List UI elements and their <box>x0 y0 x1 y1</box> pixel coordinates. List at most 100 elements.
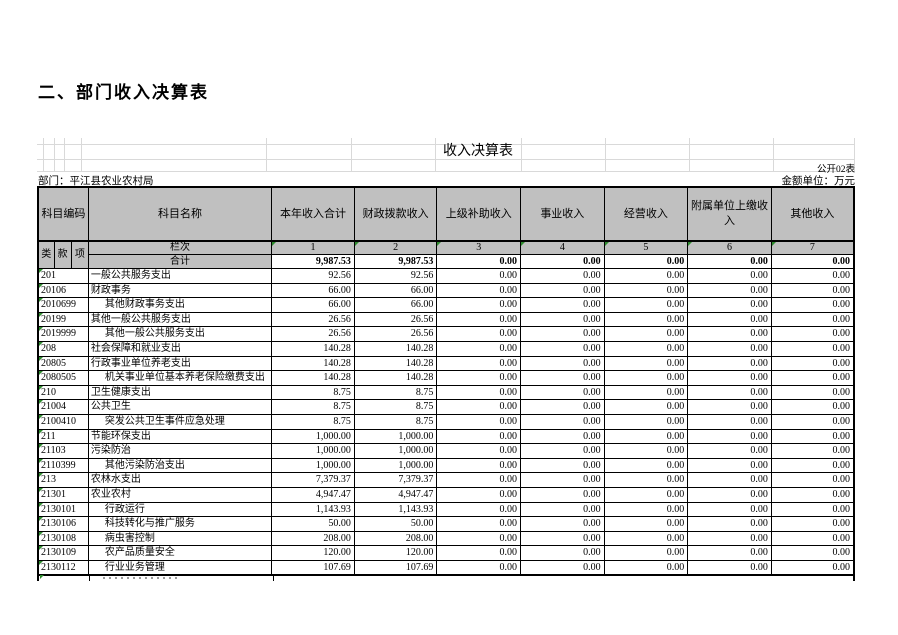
value-cell: 0.00 <box>770 443 855 459</box>
value-cell: 0.00 <box>770 413 855 430</box>
table-row: 2130108 病虫害控制 208.00 208.00 0.00 0.00 0.00 0.00… <box>37 530 855 547</box>
value-cell: 0.00 <box>687 457 772 474</box>
value-cell: 66.00 <box>353 282 438 299</box>
value-cell: 0.00 <box>603 370 689 386</box>
value-cell: 0.00 <box>687 413 772 430</box>
subject-code-cell: 20106 <box>37 282 89 299</box>
value-cell: 0.00 <box>770 399 855 415</box>
subject-code-cell: 2130106 <box>37 516 89 532</box>
table-row: 20805 行政事业单位养老支出 140.28 140.28 0.00 0.00 0.00 0… <box>37 355 855 372</box>
value-cell: 0.00 <box>436 282 522 299</box>
value-cell: 0.00 <box>603 399 689 415</box>
subject-name-cell: 一般公共服务支出 <box>87 268 273 284</box>
lanci-number: 2 <box>353 240 438 255</box>
table-header-row: 科目编码 科目名称 本年收入合计 财政拨款收入 上级补助收入 事业收入 经营收入 附属单位… <box>37 186 855 242</box>
table-code-label: 公开02表 <box>816 165 855 175</box>
value-cell: 0.00 <box>436 428 522 445</box>
value-cell: 0.00 <box>436 530 522 547</box>
value-cell: 1,000.00 <box>271 428 355 445</box>
total-value: 0.00 <box>436 254 522 269</box>
total-value: 0.00 <box>770 254 855 269</box>
value-cell: 0.00 <box>770 340 855 357</box>
table-row: 2130109 农产品质量安全 120.00 120.00 0.00 0.00 0.00 0.… <box>37 545 855 561</box>
value-cell: 0.00 <box>687 340 772 357</box>
subject-code-cell: 210 <box>37 384 89 401</box>
value-cell: 0.00 <box>436 384 522 401</box>
header-subject-name: 科目名称 <box>87 186 273 242</box>
value-cell: 0.00 <box>687 559 772 576</box>
value-cell: 0.00 <box>770 530 855 547</box>
lanci-number: 7 <box>770 240 855 255</box>
value-cell: 0.00 <box>436 457 522 474</box>
header-col-2: 财政拨款收入 <box>353 186 438 242</box>
subject-code-cell: 21103 <box>37 443 89 459</box>
value-cell: 7,379.37 <box>353 472 438 488</box>
value-cell: 66.00 <box>271 282 355 299</box>
clipped-text-fragment <box>103 577 181 579</box>
value-cell: 0.00 <box>770 268 855 284</box>
lanci-number: 4 <box>520 240 605 255</box>
value-cell: 0.00 <box>520 311 605 328</box>
table-row: 21004 公共卫生 8.75 8.75 0.00 0.00 0.00 0.00 0.00 <box>37 399 855 415</box>
subject-name-cell: 农林水支出 <box>87 472 273 488</box>
subject-name-cell: 其他污染防治支出 <box>87 457 273 474</box>
value-cell: 0.00 <box>603 559 689 576</box>
table-row: 2019999 其他一般公共服务支出 26.56 26.56 0.00 0.00 0.00 0… <box>37 326 855 342</box>
value-cell: 0.00 <box>436 268 522 284</box>
subject-code-cell: 2110399 <box>37 457 89 474</box>
page-title: 二、部门收入决算表 <box>38 83 209 102</box>
table-row: 2080505 机关事业单位基本养老保险缴费支出 140.28 140.28 0.00 0… <box>37 370 855 386</box>
subject-name-cell: 其他财政事务支出 <box>87 297 273 313</box>
value-cell: 0.00 <box>770 297 855 313</box>
value-cell: 0.00 <box>520 355 605 372</box>
value-cell: 0.00 <box>436 486 522 503</box>
value-cell: 0.00 <box>603 384 689 401</box>
value-cell: 0.00 <box>687 399 772 415</box>
subject-name-cell: 行政运行 <box>87 501 273 518</box>
table-row: 2100410 突发公共卫生事件应急处理 8.75 8.75 0.00 0.00 0.00 0… <box>37 413 855 430</box>
subject-code-cell: 2130109 <box>37 545 89 561</box>
value-cell: 0.00 <box>520 282 605 299</box>
header-subject-code: 科目编码 <box>37 186 89 242</box>
value-cell: 140.28 <box>271 355 355 372</box>
value-cell: 0.00 <box>687 355 772 372</box>
value-cell: 66.00 <box>353 297 438 313</box>
subject-name-cell: 卫生健康支出 <box>87 384 273 401</box>
value-cell: 0.00 <box>436 326 522 342</box>
value-cell: 0.00 <box>436 501 522 518</box>
value-cell: 0.00 <box>770 355 855 372</box>
value-cell: 0.00 <box>770 370 855 386</box>
value-cell: 0.00 <box>436 545 522 561</box>
subject-name-cell: 其他一般公共服务支出 <box>87 326 273 342</box>
value-cell: 0.00 <box>603 326 689 342</box>
header-col-6: 附属单位上缴收入 <box>687 186 772 242</box>
value-cell: 0.00 <box>603 282 689 299</box>
value-cell: 0.00 <box>770 457 855 474</box>
value-cell: 0.00 <box>520 472 605 488</box>
value-cell: 8.75 <box>353 399 438 415</box>
value-cell: 140.28 <box>353 355 438 372</box>
value-cell: 0.00 <box>687 486 772 503</box>
value-cell: 0.00 <box>687 472 772 488</box>
value-cell: 26.56 <box>353 311 438 328</box>
value-cell: 0.00 <box>687 545 772 561</box>
value-cell: 208.00 <box>353 530 438 547</box>
table-row: 211 节能环保支出 1,000.00 1,000.00 0.00 0.00 0.00 0.0… <box>37 428 855 445</box>
subject-code-cell: 2100410 <box>37 413 89 430</box>
lanci-number: 5 <box>603 240 689 255</box>
value-cell: 0.00 <box>520 413 605 430</box>
value-cell: 0.00 <box>520 530 605 547</box>
value-cell: 0.00 <box>603 472 689 488</box>
value-cell: 0.00 <box>436 559 522 576</box>
value-cell: 26.56 <box>271 326 355 342</box>
subject-code-cell: 208 <box>37 340 89 357</box>
value-cell: 0.00 <box>687 428 772 445</box>
value-cell: 7,379.37 <box>271 472 355 488</box>
value-cell: 0.00 <box>436 472 522 488</box>
value-cell: 1,000.00 <box>353 457 438 474</box>
value-cell: 0.00 <box>770 311 855 328</box>
subject-name-cell: 节能环保支出 <box>87 428 273 445</box>
value-cell: 0.00 <box>687 311 772 328</box>
header-col-1: 本年收入合计 <box>271 186 355 242</box>
